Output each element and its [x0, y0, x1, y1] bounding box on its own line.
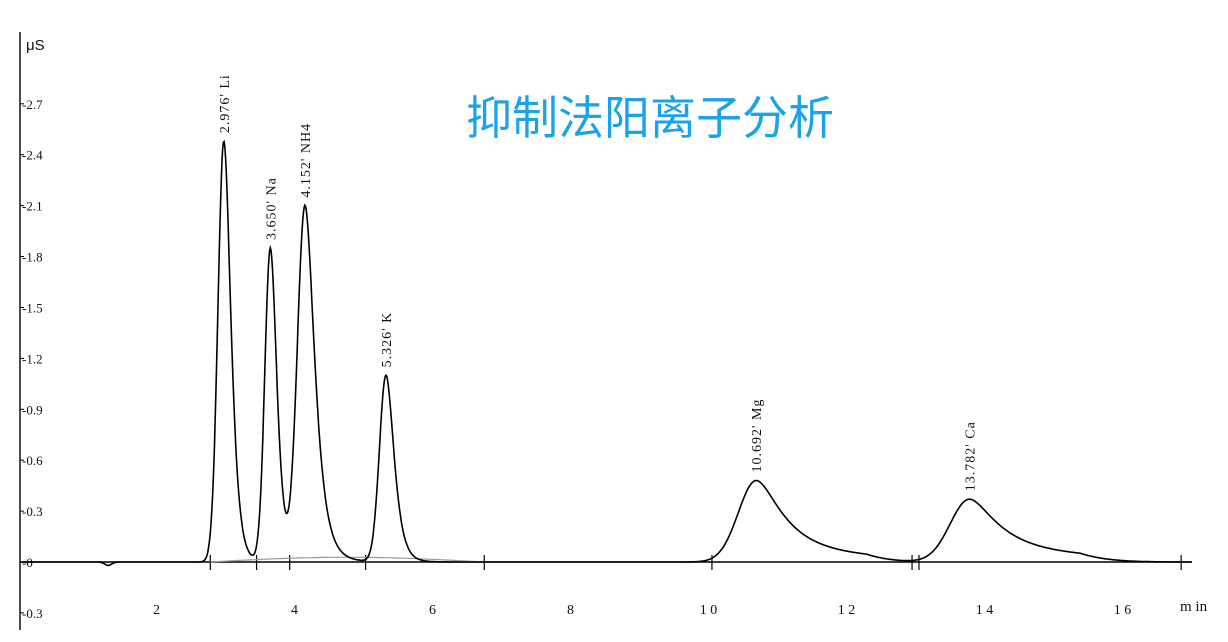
x-tick-label: 1 0 — [700, 603, 718, 618]
y-tick-label: -2.7 — [22, 97, 43, 112]
x-tick-label: 8 — [567, 603, 574, 618]
y-tick-label: -0.3 — [22, 504, 43, 519]
x-tick-label: 1 4 — [976, 603, 994, 618]
x-tick-label: 6 — [429, 603, 436, 618]
x-tick-label: 4 — [291, 603, 298, 618]
peak-labels: 2.976' Li 3.650' Na 4.152' NH4 5.326' K 10.6… — [218, 74, 979, 491]
x-tick-label: 1 2 — [838, 603, 856, 618]
y-axis-label: μS — [26, 37, 45, 54]
x-tick-label: 2 — [153, 603, 160, 618]
peak-label: 13.782' Ca — [963, 421, 978, 491]
x-axis-label: m in — [1180, 599, 1208, 615]
y-tick-label: -2.1 — [22, 199, 43, 214]
y-tick-label: -2.4 — [22, 148, 43, 163]
x-tick-label: 1 6 — [1114, 603, 1132, 618]
y-tick-label: -1.8 — [22, 250, 43, 265]
x-axis-ticks: 2 4 6 8 1 0 1 2 1 4 1 6 — [153, 555, 1182, 618]
y-tick-label: -1.2 — [22, 351, 43, 366]
peak-label: 2.976' Li — [218, 74, 233, 133]
y-tick-label: -0.6 — [22, 453, 43, 468]
chart-title: 抑制法阳离子分析 — [466, 91, 834, 145]
chromatogram-trace — [21, 140, 1192, 567]
y-tick-label: -0.9 — [22, 402, 43, 417]
y-tick-label: -1.5 — [22, 300, 43, 315]
baseline-curve — [210, 556, 484, 563]
y-axis-ticks: -2.7-2.4-2.1-1.8-1.5-1.2-0.9-0.6-0.3-0-0… — [20, 97, 43, 621]
peak-label: 4.152' NH4 — [299, 123, 314, 198]
peak-label: 5.326' K — [380, 312, 395, 368]
peak-label: 10.692' Mg — [750, 399, 765, 473]
peak-label: 3.650' Na — [264, 177, 279, 240]
y-tick-label: -0.3 — [22, 606, 43, 621]
